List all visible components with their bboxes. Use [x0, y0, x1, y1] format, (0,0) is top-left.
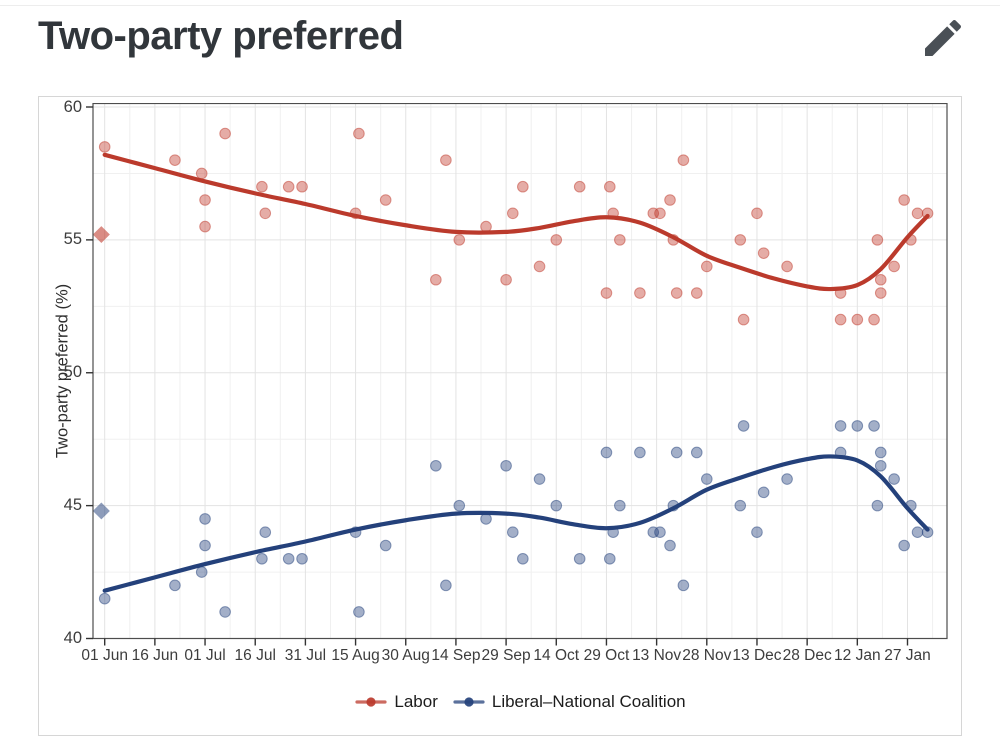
x-tick-label: 13 Dec: [732, 647, 782, 664]
x-tick-label: 13 Nov: [632, 647, 682, 664]
x-tick-label: 28 Dec: [782, 647, 832, 664]
x-tick-label: 15 Aug: [331, 647, 380, 664]
coalition-legend-label: Liberal–National Coalition: [491, 692, 686, 711]
edit-button[interactable]: [916, 12, 970, 66]
x-tick-label: 29 Oct: [583, 647, 630, 664]
labor-legend-label: Labor: [394, 692, 438, 711]
y-tick-label: 60: [63, 97, 82, 116]
x-tick-label: 29 Sep: [481, 647, 531, 664]
labor-legend-marker: [355, 695, 387, 709]
chart-legend: Labor Liberal–National Coalition: [93, 687, 948, 717]
x-tick-label: 14 Oct: [533, 647, 580, 664]
x-tick-label: 14 Sep: [431, 647, 481, 664]
x-tick-label: 01 Jul: [184, 647, 226, 664]
page-title: Two-party preferred: [38, 14, 404, 58]
x-tick-label: 30 Aug: [381, 647, 430, 664]
x-tick-label: 16 Jul: [234, 647, 276, 664]
x-tick-label: 01 Jun: [81, 647, 128, 664]
top-divider: [0, 5, 1000, 6]
coalition-legend-marker: [453, 695, 485, 709]
pencil-icon: [925, 19, 962, 56]
y-tick-label: 50: [63, 363, 82, 382]
x-tick-label: 31 Jul: [284, 647, 327, 664]
page: { "header": { "title": "Two-party prefer…: [0, 5, 1000, 736]
x-tick-label: 27 Jan: [884, 647, 931, 664]
x-tick-label: 12 Jan: [834, 647, 881, 664]
legend-item-labor: Labor: [355, 692, 438, 712]
y-tick-label: 40: [63, 629, 82, 647]
y-tick-label: 45: [63, 496, 82, 515]
y-tick-label: 55: [63, 230, 82, 249]
chart-canvas: [86, 103, 948, 646]
legend-item-coalition: Liberal–National Coalition: [453, 692, 686, 712]
x-tick-label: 28 Nov: [682, 647, 732, 664]
x-tick-label: 16 Jun: [131, 647, 179, 664]
